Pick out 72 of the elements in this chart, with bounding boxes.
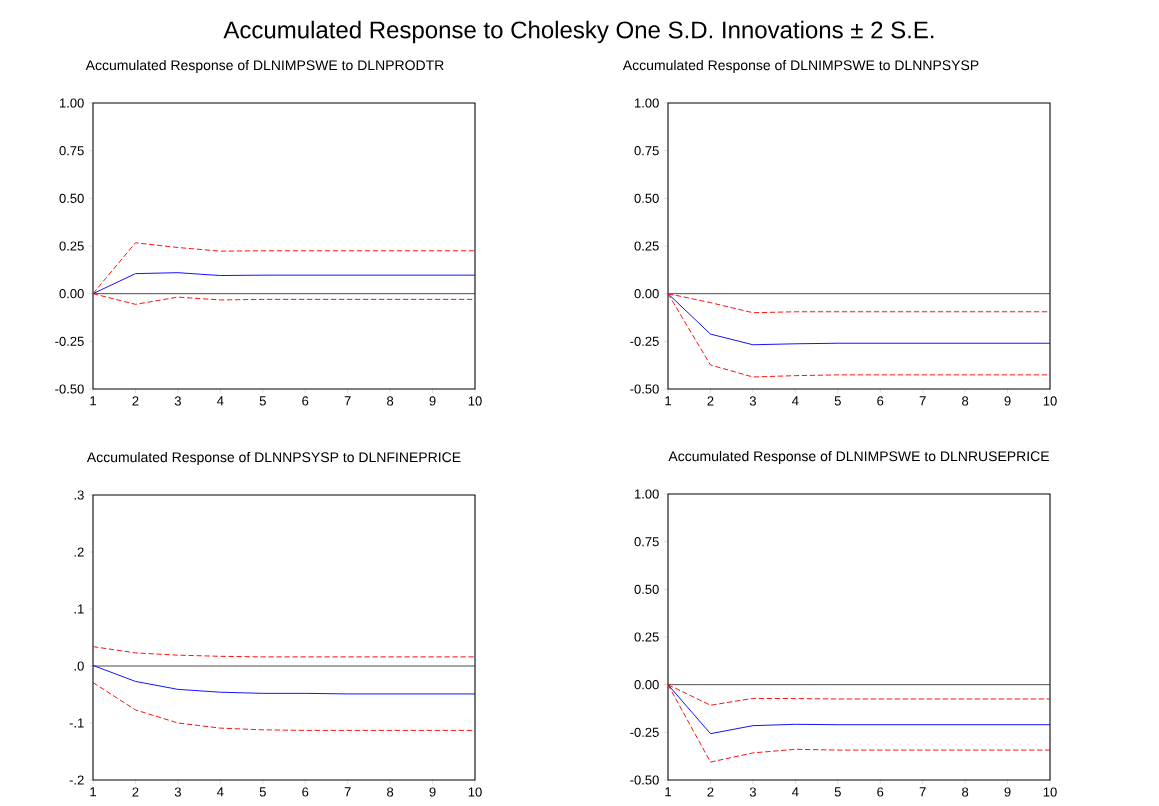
y-tick-label: -.2 [69, 775, 84, 785]
x-tick-label: 6 [877, 396, 884, 406]
x-tick-label: 4 [217, 787, 224, 797]
y-tick-label: 1.00 [634, 98, 659, 108]
y-tick-label: -0.50 [630, 384, 659, 394]
x-tick-label: 2 [132, 396, 139, 406]
y-tick-label: 0.00 [634, 680, 659, 690]
x-tick-label: 8 [387, 787, 394, 797]
y-tick-label: -0.50 [55, 384, 84, 394]
y-tick-label: 0.50 [634, 584, 659, 594]
x-tick-label: 5 [259, 396, 266, 406]
y-tick-label: 0.00 [634, 289, 659, 299]
y-tick-label: .3 [74, 490, 84, 500]
x-tick-label: 7 [919, 787, 926, 797]
y-tick-label: 0.00 [59, 289, 84, 299]
x-tick-label: 5 [259, 787, 266, 797]
y-tick-label: 0.50 [59, 193, 84, 203]
x-tick-label: 8 [387, 396, 394, 406]
x-tick-label: 5 [834, 396, 841, 406]
x-tick-label: 2 [132, 787, 139, 797]
x-tick-label: 4 [217, 396, 224, 406]
chart-title: Accumulated Response of DLNNPSYSP to DLNFINEPRICE [86, 451, 461, 465]
x-tick-label: 3 [749, 787, 756, 797]
y-tick-label: -0.25 [55, 336, 84, 346]
x-tick-label: 1 [665, 396, 671, 406]
chart-title: Accumulated Response of DLNIMPSWE to DLNNPSYSP [622, 59, 979, 73]
x-tick-label: 10 [468, 396, 482, 406]
x-tick-label: 1 [90, 396, 96, 406]
x-tick-label: 6 [877, 787, 884, 797]
x-tick-label: 2 [707, 787, 714, 797]
y-tick-label: 1.00 [59, 98, 84, 108]
x-tick-label: 3 [174, 787, 181, 797]
x-tick-label: 6 [302, 396, 309, 406]
y-tick-label: .2 [74, 547, 84, 557]
y-tick-label: -0.25 [630, 336, 659, 346]
y-tick-label: .1 [74, 604, 84, 614]
chart-title: Accumulated Response of DLNIMPSWE to DLNPRODTR [85, 59, 444, 73]
chart-title: Accumulated Response of DLNIMPSWE to DLNRUSEPRICE [668, 450, 1049, 464]
x-tick-label: 7 [344, 787, 351, 797]
x-tick-label: 6 [302, 787, 309, 797]
y-tick-label: 0.75 [634, 537, 659, 547]
x-tick-label: 4 [792, 787, 799, 797]
x-tick-label: 1 [90, 787, 96, 797]
x-tick-label: 10 [1043, 396, 1057, 406]
x-tick-label: 7 [919, 396, 926, 406]
x-tick-label: 10 [1043, 787, 1057, 797]
y-tick-label: 0.75 [634, 146, 659, 156]
x-tick-label: 7 [344, 396, 351, 406]
x-tick-label: 9 [1004, 787, 1011, 797]
y-tick-label: -0.25 [630, 727, 659, 737]
x-tick-label: 9 [429, 787, 436, 797]
x-tick-label: 3 [749, 396, 756, 406]
x-tick-label: 4 [792, 396, 799, 406]
y-tick-label: .0 [74, 661, 84, 671]
y-tick-label: 0.50 [634, 193, 659, 203]
x-tick-label: 9 [1004, 396, 1011, 406]
y-tick-label: -.1 [69, 718, 84, 728]
y-tick-label: -0.50 [630, 775, 659, 785]
x-tick-label: 1 [665, 787, 671, 797]
y-tick-label: 0.25 [59, 241, 84, 251]
x-tick-label: 10 [468, 787, 482, 797]
x-tick-label: 5 [834, 787, 841, 797]
y-tick-label: 0.25 [634, 632, 659, 642]
y-tick-label: 1.00 [634, 489, 659, 499]
y-tick-label: 0.25 [634, 241, 659, 251]
text: Accumulated Response to Cholesky One S.D. Innovations ± 2 S.E. [223, 20, 934, 44]
x-tick-label: 8 [962, 396, 969, 406]
y-tick-label: 0.75 [59, 146, 84, 156]
x-tick-label: 2 [707, 396, 714, 406]
x-tick-label: 8 [962, 787, 969, 797]
x-tick-label: 3 [174, 396, 181, 406]
x-tick-label: 9 [429, 396, 436, 406]
